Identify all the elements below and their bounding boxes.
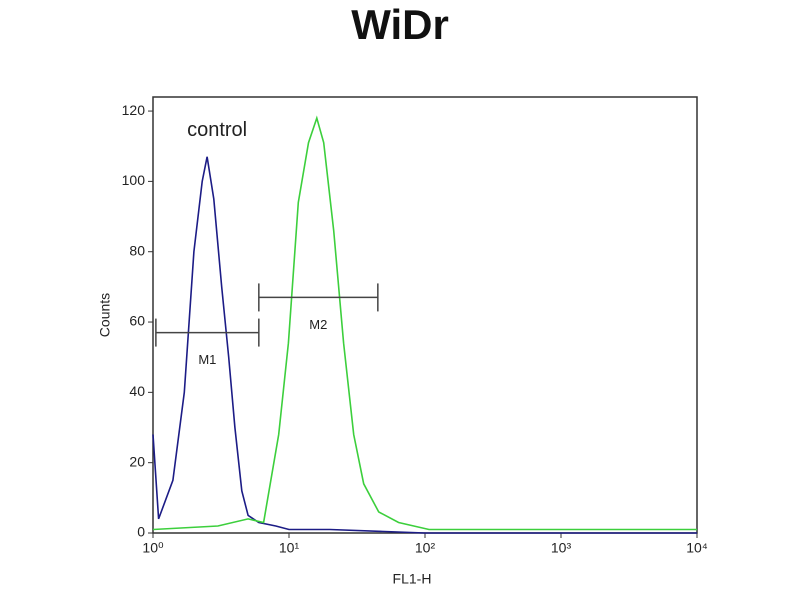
marker-label: M2 [309, 317, 327, 332]
y-tick-label: 40 [129, 383, 145, 399]
plot-frame [152, 96, 698, 534]
x-tick-label: 10¹ [279, 540, 300, 556]
y-axis-label: Counts [97, 293, 113, 337]
y-tick-label: 60 [129, 313, 145, 329]
x-tick-label: 10³ [551, 540, 572, 556]
y-tick-label: 120 [122, 102, 146, 118]
marker-label: M1 [198, 352, 216, 367]
x-axis-label: FL1-H [393, 571, 432, 587]
y-tick-label: 20 [129, 453, 145, 469]
chart-title: WiDr [351, 1, 449, 48]
x-tick-label: 10⁰ [142, 540, 164, 556]
y-tick-label: 0 [137, 524, 145, 540]
series-label: control [187, 119, 247, 141]
y-tick-label: 80 [129, 242, 145, 258]
series-line [152, 115, 697, 531]
y-tick-label: 100 [122, 172, 146, 188]
series-line [152, 156, 697, 534]
x-tick-label: 10² [415, 540, 436, 556]
x-tick-label: 10⁴ [686, 540, 708, 556]
